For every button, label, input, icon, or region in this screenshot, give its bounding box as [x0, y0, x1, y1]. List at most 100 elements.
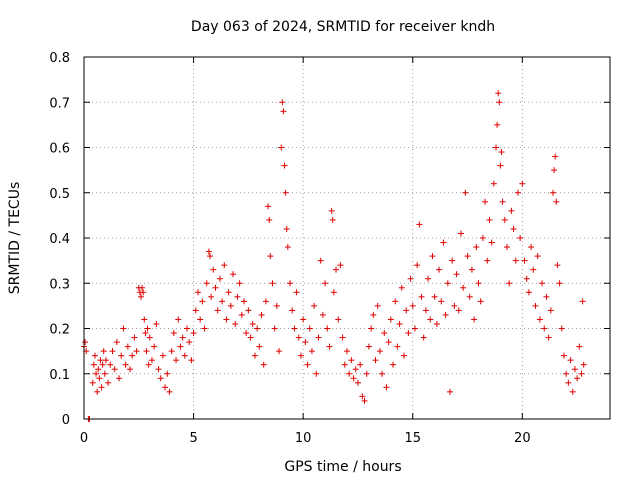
y-tick-label: 0.2: [49, 323, 70, 338]
data-point: [254, 325, 261, 332]
data-point: [170, 330, 177, 337]
data-point: [383, 384, 390, 391]
data-point: [96, 375, 103, 382]
data-point: [552, 153, 559, 160]
data-point: [431, 293, 438, 300]
data-point: [90, 361, 97, 368]
data-point: [429, 253, 436, 260]
data-point: [333, 266, 340, 273]
data-point: [517, 235, 524, 241]
data-point: [99, 361, 106, 368]
data-point: [199, 298, 206, 305]
data-point: [451, 302, 458, 309]
data-point: [407, 275, 414, 282]
data-point: [558, 325, 565, 332]
data-point: [519, 180, 526, 187]
data-point: [168, 348, 175, 355]
data-point: [387, 316, 394, 323]
data-point: [269, 280, 276, 287]
data-point: [140, 289, 147, 296]
data-point: [532, 302, 539, 309]
data-point: [359, 393, 366, 400]
data-point: [420, 334, 427, 341]
data-point: [400, 352, 407, 359]
data-point: [205, 248, 212, 255]
y-tick-label: 0: [62, 413, 70, 428]
data-point: [372, 357, 379, 364]
data-point: [350, 375, 357, 382]
data-point: [357, 361, 364, 368]
data-point: [315, 334, 322, 341]
data-point: [455, 307, 462, 314]
y-tick-label: 0.3: [49, 277, 70, 292]
data-point: [210, 266, 217, 273]
data-point: [230, 271, 237, 278]
data-point: [499, 198, 506, 205]
data-point: [326, 343, 333, 350]
x-tick-label: 15: [404, 431, 421, 446]
data-point: [203, 280, 210, 287]
data-point: [574, 375, 581, 382]
data-point: [192, 307, 199, 314]
data-point: [273, 302, 280, 309]
data-point: [260, 361, 267, 368]
data-point: [539, 280, 546, 287]
data-point: [238, 311, 245, 318]
data-point: [565, 379, 572, 386]
y-tick-label: 0.4: [49, 232, 70, 247]
data-point: [569, 388, 576, 395]
data-point: [194, 289, 201, 296]
data-point: [556, 280, 563, 287]
data-point: [571, 366, 578, 373]
data-point: [284, 244, 291, 251]
data-point: [107, 361, 114, 368]
data-point: [508, 207, 515, 214]
data-point: [234, 293, 241, 300]
data-point: [339, 334, 346, 341]
data-point: [405, 330, 412, 337]
data-point: [94, 388, 101, 395]
data-point: [201, 325, 208, 332]
data-point: [346, 370, 353, 377]
x-axis-label: GPS time / hours: [284, 459, 401, 475]
data-point: [116, 375, 123, 382]
data-point: [247, 334, 254, 341]
data-point: [341, 361, 348, 368]
data-point: [442, 311, 449, 318]
data-point: [295, 334, 302, 341]
data-point: [304, 361, 311, 368]
data-point: [317, 257, 324, 264]
data-point: [370, 311, 377, 318]
data-point: [109, 348, 116, 355]
data-point: [528, 244, 535, 251]
data-point: [120, 325, 127, 332]
data-point: [225, 289, 232, 296]
data-point: [403, 307, 410, 314]
data-point: [433, 320, 440, 327]
data-point: [145, 361, 152, 368]
data-point: [155, 366, 162, 373]
data-point: [457, 230, 464, 237]
data-point: [344, 348, 350, 355]
data-point: [328, 207, 335, 214]
y-axis-label: SRMTID / TECUs: [7, 182, 23, 295]
data-point: [184, 325, 191, 332]
data-point: [139, 284, 146, 291]
data-point: [479, 235, 486, 241]
y-tick-label: 0.7: [49, 96, 70, 111]
data-point: [330, 289, 337, 296]
data-point: [554, 262, 561, 269]
data-point: [580, 361, 587, 368]
data-point: [208, 293, 215, 300]
data-point: [212, 284, 219, 291]
data-point: [466, 293, 473, 300]
data-point: [223, 316, 230, 323]
data-point: [146, 334, 153, 341]
data-point: [484, 257, 491, 264]
data-point: [159, 352, 166, 359]
data-point: [93, 370, 100, 377]
chart-title: Day 063 of 2024, SRMTID for receiver knd…: [191, 19, 495, 35]
data-point: [251, 352, 258, 359]
data-point: [337, 262, 344, 269]
data-point: [105, 379, 112, 386]
